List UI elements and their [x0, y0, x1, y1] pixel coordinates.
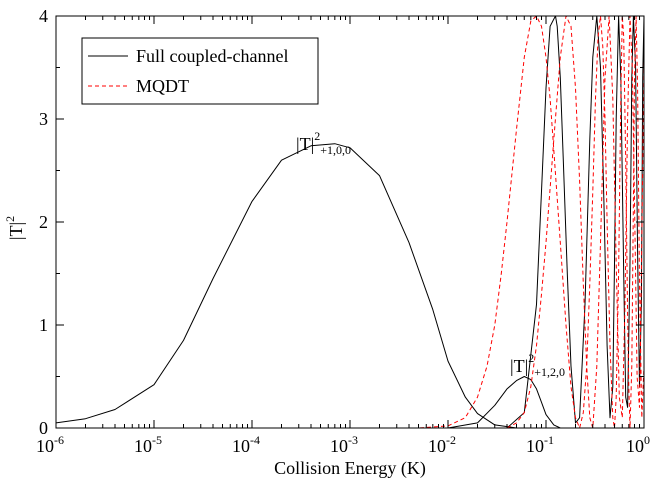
- x-tick-label: 10-5: [134, 433, 162, 456]
- legend-label-full-coupled: Full coupled-channel: [136, 46, 288, 66]
- x-tick-label: 100: [626, 433, 650, 456]
- x-tick-label: 10-3: [330, 433, 358, 456]
- series-full-coupled-line-0: [56, 143, 517, 428]
- x-tick-label-base: 10: [232, 436, 250, 456]
- x-tick-label: 10-6: [36, 433, 64, 456]
- x-tick-label-exp: 0: [644, 433, 650, 447]
- x-tick-label-base: 10: [134, 436, 152, 456]
- y-tick-label: 4: [39, 6, 48, 26]
- annotation-t2-100: |T|2+1,0,0: [296, 129, 351, 157]
- y-tick-label: 1: [39, 315, 48, 335]
- x-tick-label-base: 10: [36, 436, 54, 456]
- annotation-t2-120-sup: 2: [528, 351, 534, 365]
- x-axis-label: Collision Energy (K): [274, 458, 426, 479]
- annotation-t2-120: |T|2+1,2,0: [510, 351, 565, 379]
- x-tick-label: 10-2: [428, 433, 456, 456]
- series-full-coupled-line-1: [447, 376, 561, 428]
- x-tick-label-exp: -1: [544, 433, 554, 447]
- annotation-t2-100-sup: 2: [314, 129, 320, 143]
- y-axis-label-base: |T|: [6, 222, 26, 240]
- x-tick-label-exp: -2: [446, 433, 456, 447]
- annotation-t2-120-sub: +1,2,0: [534, 365, 565, 379]
- x-tick-label-exp: -6: [54, 433, 64, 447]
- legend-label-mqdt: MQDT: [136, 76, 189, 96]
- x-tick-label-exp: -5: [152, 433, 162, 447]
- series-layer: [56, 16, 644, 428]
- series-full-coupled-line-2: [506, 16, 644, 428]
- annotation-t2-120-base: |T|: [510, 356, 528, 376]
- x-tick-label-base: 10: [526, 436, 544, 456]
- x-tick-label: 10-4: [232, 433, 260, 456]
- annotation-t2-100-sub: +1,0,0: [320, 143, 351, 157]
- annotation-t2-100-base: |T|: [296, 134, 314, 154]
- y-tick-label: 0: [39, 418, 48, 438]
- x-tick-label: 10-1: [526, 433, 554, 456]
- y-tick-label: 3: [39, 109, 48, 129]
- y-axis-label-sup: 2: [3, 216, 17, 222]
- x-tick-label-exp: -3: [348, 433, 358, 447]
- x-tick-label-exp: -4: [250, 433, 260, 447]
- x-tick-label-base: 10: [626, 436, 644, 456]
- x-tick-label-base: 10: [428, 436, 446, 456]
- y-tick-label: 2: [39, 212, 48, 232]
- legend: Full coupled-channel MQDT: [81, 37, 319, 105]
- x-tick-label-base: 10: [330, 436, 348, 456]
- legend-box: [81, 37, 319, 105]
- series-mqdt-line-1: [506, 16, 644, 428]
- y-axis-label: |T|2: [3, 216, 26, 240]
